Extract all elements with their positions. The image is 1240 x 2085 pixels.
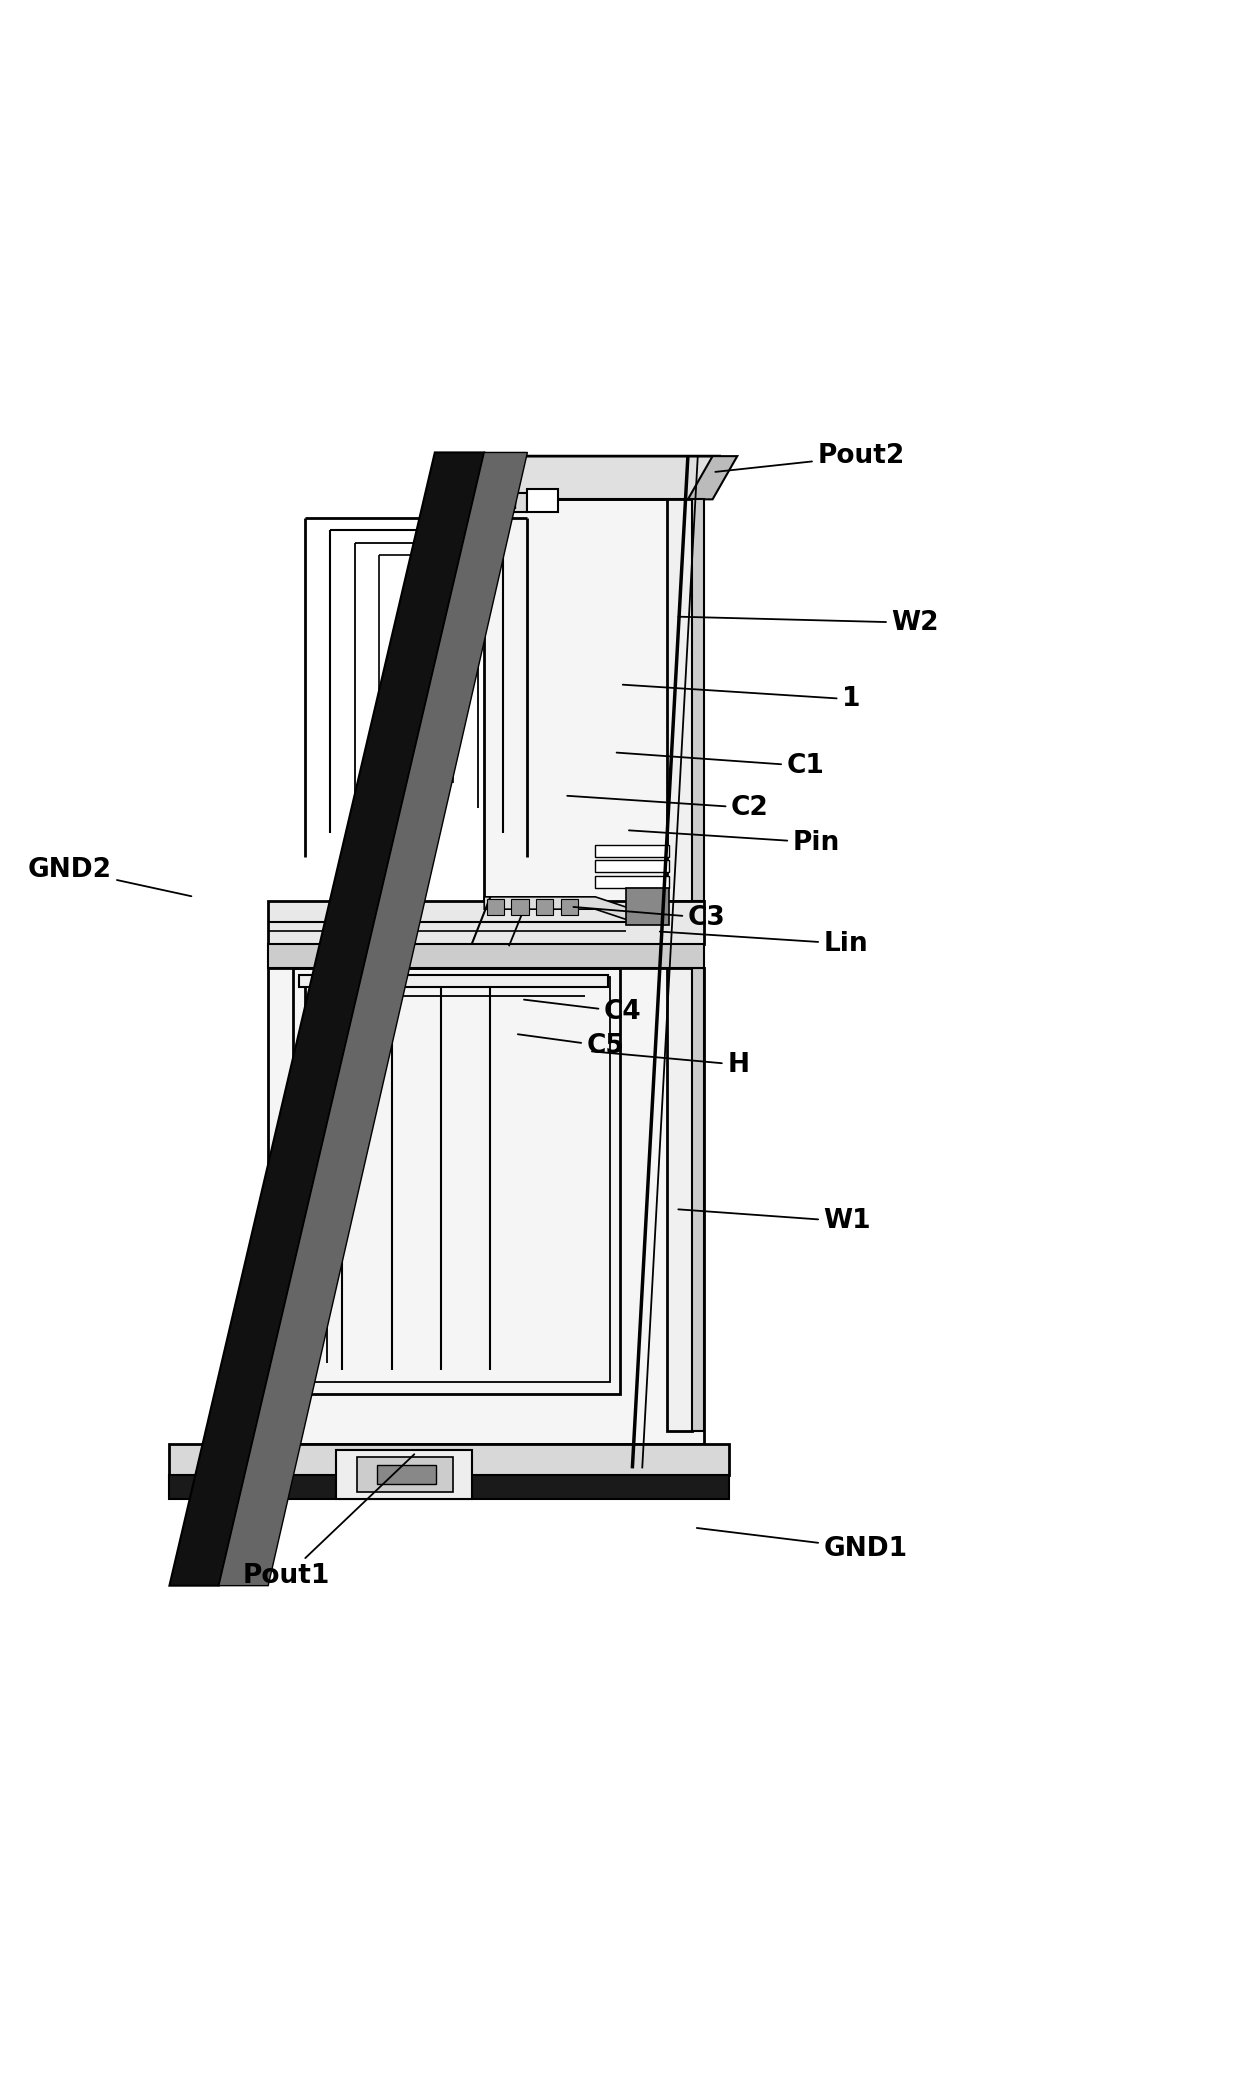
Text: Pout2: Pout2 <box>715 444 905 471</box>
Polygon shape <box>560 899 578 915</box>
Polygon shape <box>626 888 670 926</box>
Polygon shape <box>299 974 608 986</box>
Text: GND1: GND1 <box>697 1528 908 1562</box>
Polygon shape <box>692 967 704 1430</box>
Polygon shape <box>170 452 484 1587</box>
Text: W1: W1 <box>678 1209 872 1234</box>
Polygon shape <box>170 1474 729 1499</box>
Polygon shape <box>511 899 528 915</box>
Polygon shape <box>268 945 704 967</box>
Text: Lin: Lin <box>660 930 868 957</box>
Text: C1: C1 <box>616 753 825 780</box>
Polygon shape <box>170 1443 729 1474</box>
Polygon shape <box>536 899 553 915</box>
Polygon shape <box>688 457 738 498</box>
Polygon shape <box>377 1464 436 1485</box>
Polygon shape <box>595 859 670 872</box>
Polygon shape <box>357 1457 454 1493</box>
Polygon shape <box>667 498 692 901</box>
Polygon shape <box>435 494 527 511</box>
Polygon shape <box>445 496 515 509</box>
Polygon shape <box>268 967 704 1443</box>
Text: C2: C2 <box>567 794 769 821</box>
Polygon shape <box>218 452 527 1587</box>
Text: W2: W2 <box>678 609 939 636</box>
Text: C5: C5 <box>518 1034 625 1059</box>
Text: C4: C4 <box>525 999 641 1024</box>
Polygon shape <box>486 899 503 915</box>
Text: Pin: Pin <box>629 830 839 855</box>
Text: C3: C3 <box>573 905 725 930</box>
Polygon shape <box>595 844 670 857</box>
Text: H: H <box>591 1051 749 1078</box>
Polygon shape <box>268 901 704 945</box>
Polygon shape <box>484 897 632 922</box>
Text: Pout1: Pout1 <box>243 1453 414 1589</box>
Polygon shape <box>692 498 704 901</box>
Polygon shape <box>667 967 692 1430</box>
Polygon shape <box>336 1449 472 1499</box>
Polygon shape <box>595 876 670 888</box>
Text: GND2: GND2 <box>27 857 191 897</box>
Polygon shape <box>527 490 558 511</box>
Text: 1: 1 <box>622 684 861 713</box>
Polygon shape <box>435 457 719 498</box>
Polygon shape <box>484 498 688 919</box>
